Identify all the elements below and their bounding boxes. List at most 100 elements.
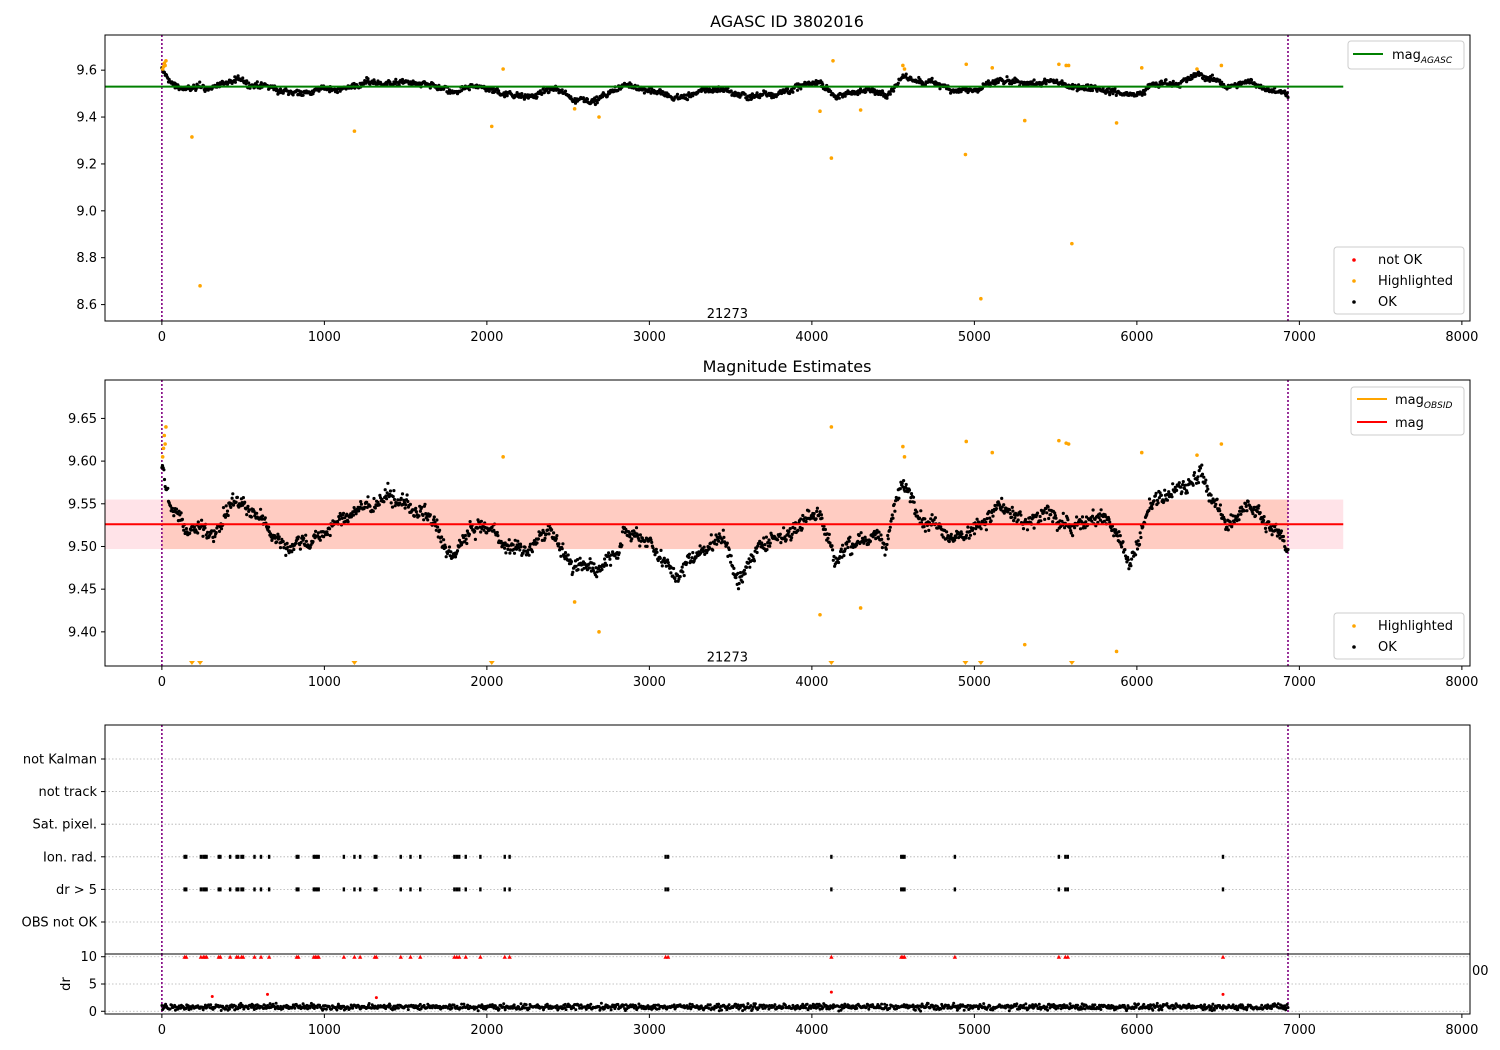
dr-point [1037,1002,1041,1006]
dr-point [717,1009,721,1013]
legend-label-ok: OK [1378,640,1397,655]
ok-point [904,72,908,76]
ok-point [259,81,263,85]
ok-point [192,525,196,529]
dr-point [324,1007,328,1011]
y-tick-label: 9.2 [76,157,97,172]
flag-marker [241,854,245,859]
ok-point [1117,530,1121,534]
flag-marker [235,887,238,892]
ok-point [1285,91,1289,95]
dr-point [502,1002,506,1006]
ok-point [304,533,308,537]
ok-point [521,551,525,555]
flag-marker [409,887,412,892]
ok-point [351,513,355,517]
ok-point [911,495,916,499]
ok-point [1147,497,1152,501]
ok-point [392,489,396,493]
ok-point [608,557,612,561]
ok-point [341,511,346,515]
dr-point [348,1006,352,1010]
ok-point [998,503,1002,507]
ok-point [709,533,713,537]
ok-point [1281,534,1285,539]
ok-point [255,511,259,515]
ok-point [428,513,432,517]
ok-point [414,506,418,510]
ok-point [444,555,448,559]
ok-point [966,525,970,529]
ok-point [245,513,249,517]
ok-point [788,527,792,531]
ok-point [888,528,892,533]
ok-point [1154,491,1158,495]
flag-marker [464,887,467,892]
ok-point [982,518,987,522]
ok-point [1083,526,1087,530]
ok-point [658,556,662,561]
ok-point [1170,495,1174,499]
ok-point [1123,548,1127,552]
ok-point [365,505,369,509]
dr-point [1079,1005,1083,1009]
ok-point [595,575,599,579]
flag-marker [1057,887,1061,892]
ok-point [272,88,276,92]
dr-point [170,1003,174,1007]
ok-point [1244,504,1248,508]
ok-point [799,87,803,91]
ok-point [1156,501,1160,505]
ok-point [602,564,606,569]
ok-point [1080,515,1085,519]
ok-point [404,503,408,507]
legend-label-mag-obsid: magOBSID [1395,393,1453,411]
ok-point [842,554,846,558]
ok-point [662,556,666,560]
dr-point [493,1004,497,1008]
dr-point [815,1002,819,1006]
ok-point [1165,498,1169,502]
highlighted-below-marker [1068,661,1075,665]
ok-point [702,545,706,549]
ok-point [286,92,291,97]
ok-point [1218,78,1222,82]
ok-point [699,89,704,93]
ok-point [399,496,403,500]
ok-point [1141,525,1145,529]
ok-point [743,92,747,96]
ok-point [530,550,535,554]
highlighted-point [964,62,969,67]
ok-point [1090,519,1094,523]
ok-point [522,97,527,101]
ok-point [675,92,680,96]
dr-point [716,1005,720,1009]
ok-point [930,513,934,517]
flag-marker [202,887,205,892]
highlighted-point [161,446,166,451]
ok-point [854,543,859,547]
ok-point [1248,81,1252,85]
dr-point [572,1006,576,1010]
ok-point [929,517,933,521]
ok-point [455,549,460,553]
ok-point [439,540,443,544]
dr-point [791,1003,795,1007]
dr-point [781,1006,785,1010]
flag-marker [314,854,317,859]
ok-point [420,505,424,509]
dr-point [203,1003,207,1007]
ok-point [438,528,442,532]
highlighted-point [1022,118,1027,123]
ok-point [880,546,885,550]
dr-point [1132,1007,1136,1011]
flag-marker [295,854,298,859]
ok-point [1263,526,1268,531]
ok-point [563,551,568,555]
ok-point [547,532,551,536]
flag-marker [312,887,316,892]
ok-point [503,95,507,99]
ok-point [246,504,250,508]
ok-point [796,528,800,532]
flag-category-label: OBS not OK [22,916,98,931]
